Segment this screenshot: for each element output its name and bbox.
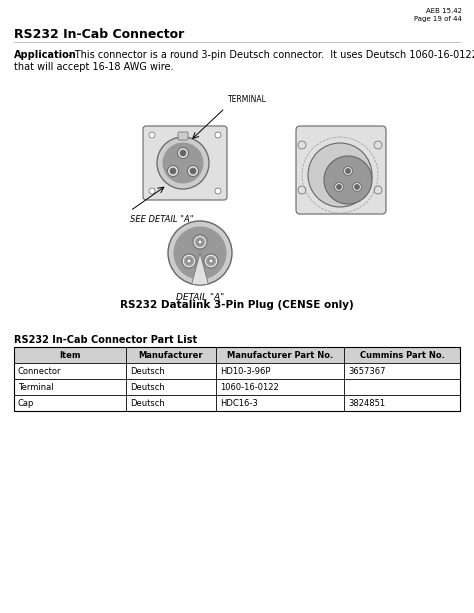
Circle shape xyxy=(187,259,191,263)
Text: - This connector is a round 3-pin Deutsch connector.  It uses Deutsch 1060-16-01: - This connector is a round 3-pin Deutsc… xyxy=(65,50,474,60)
Text: that will accept 16-18 AWG wire.: that will accept 16-18 AWG wire. xyxy=(14,62,173,72)
Text: Cap: Cap xyxy=(18,398,35,408)
Circle shape xyxy=(190,168,196,174)
Text: Manufacturer: Manufacturer xyxy=(139,351,203,359)
Circle shape xyxy=(215,188,221,194)
Wedge shape xyxy=(191,253,208,285)
Text: Manufacturer Part No.: Manufacturer Part No. xyxy=(227,351,333,359)
Circle shape xyxy=(207,256,216,265)
Circle shape xyxy=(198,240,202,244)
Circle shape xyxy=(174,227,226,279)
Text: 3657367: 3657367 xyxy=(348,367,385,376)
Text: HDC16-3: HDC16-3 xyxy=(220,398,258,408)
Circle shape xyxy=(344,167,353,175)
Circle shape xyxy=(298,141,306,149)
Text: RS232 In-Cab Connector Part List: RS232 In-Cab Connector Part List xyxy=(14,335,197,345)
Text: Deutsch: Deutsch xyxy=(130,383,165,392)
Text: Connector: Connector xyxy=(18,367,62,376)
Circle shape xyxy=(188,166,199,177)
Circle shape xyxy=(335,183,344,191)
Circle shape xyxy=(157,137,209,189)
Circle shape xyxy=(337,185,341,189)
Circle shape xyxy=(346,169,350,173)
Bar xyxy=(14,347,460,363)
Circle shape xyxy=(182,254,196,268)
Circle shape xyxy=(184,256,193,265)
Circle shape xyxy=(177,148,189,159)
Text: Application: Application xyxy=(14,50,77,60)
Circle shape xyxy=(204,254,218,268)
Circle shape xyxy=(355,185,359,189)
Circle shape xyxy=(163,143,203,183)
Circle shape xyxy=(168,221,232,285)
Text: Terminal: Terminal xyxy=(18,383,54,392)
Text: DETAIL "A": DETAIL "A" xyxy=(176,293,224,302)
Circle shape xyxy=(353,183,362,191)
Text: TERMINAL: TERMINAL xyxy=(228,95,267,104)
Circle shape xyxy=(149,188,155,194)
Text: Deutsch: Deutsch xyxy=(130,367,165,376)
Text: HD10-3-96P: HD10-3-96P xyxy=(220,367,271,376)
Text: RS232 In-Cab Connector: RS232 In-Cab Connector xyxy=(14,28,184,41)
FancyBboxPatch shape xyxy=(143,126,227,200)
FancyBboxPatch shape xyxy=(178,132,188,140)
Bar xyxy=(14,347,460,411)
Circle shape xyxy=(195,237,204,246)
Text: 3824851: 3824851 xyxy=(348,398,385,408)
Circle shape xyxy=(170,168,176,174)
Circle shape xyxy=(308,143,372,207)
FancyBboxPatch shape xyxy=(296,126,386,214)
Circle shape xyxy=(374,186,382,194)
Circle shape xyxy=(193,235,207,249)
Circle shape xyxy=(298,186,306,194)
Circle shape xyxy=(167,166,179,177)
Text: RS232 Datalink 3-Pin Plug (CENSE only): RS232 Datalink 3-Pin Plug (CENSE only) xyxy=(120,300,354,310)
Circle shape xyxy=(180,150,186,156)
Text: 1060-16-0122: 1060-16-0122 xyxy=(220,383,279,392)
Circle shape xyxy=(149,132,155,138)
Circle shape xyxy=(324,156,372,204)
Text: Deutsch: Deutsch xyxy=(130,398,165,408)
Circle shape xyxy=(374,141,382,149)
Text: Item: Item xyxy=(59,351,81,359)
Text: Cummins Part No.: Cummins Part No. xyxy=(360,351,445,359)
Text: AEB 15.42
Page 19 of 44: AEB 15.42 Page 19 of 44 xyxy=(414,8,462,22)
Circle shape xyxy=(209,259,213,263)
Text: SEE DETAIL "A": SEE DETAIL "A" xyxy=(130,215,193,224)
Circle shape xyxy=(215,132,221,138)
